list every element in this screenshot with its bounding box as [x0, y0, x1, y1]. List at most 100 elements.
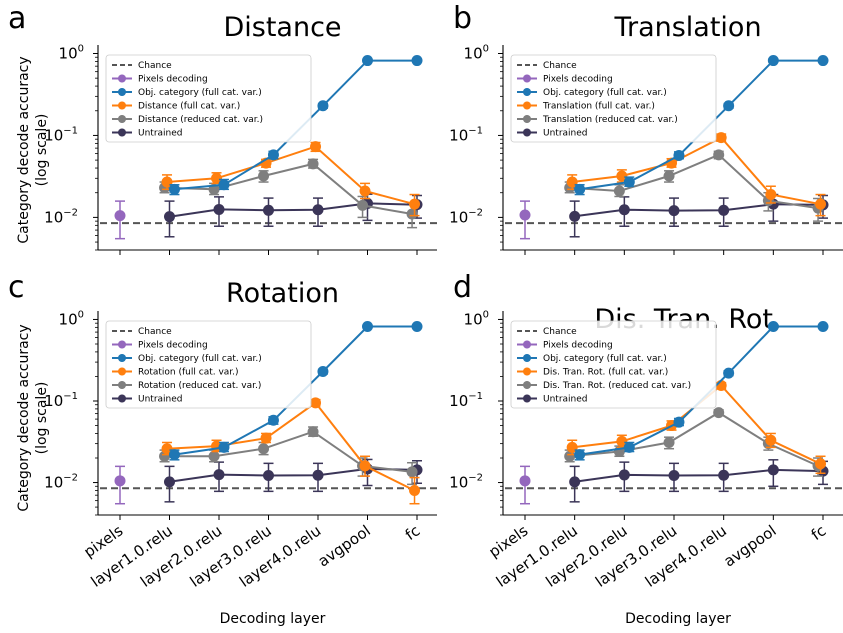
- legend-frame: [105, 320, 312, 409]
- data-point: [357, 199, 369, 211]
- series-line: [164, 162, 413, 215]
- legend: Chance Pixels decoding Obj. category (full…: [105, 54, 312, 143]
- data-point: [218, 441, 230, 453]
- series-untrained: [164, 193, 423, 238]
- data-point: [767, 464, 779, 476]
- x-axis-label: Decoding layer: [625, 611, 731, 627]
- legend-swatch: [523, 354, 531, 362]
- legend-swatch: [118, 354, 126, 362]
- legend-entry: Dis. Tran. Rot. (reduced cat. var.): [543, 381, 691, 391]
- data-point: [723, 367, 735, 379]
- data-point: [213, 203, 225, 215]
- data-point: [623, 441, 635, 453]
- y-axis-label: Category decode accuracy (log scale): [16, 324, 50, 511]
- data-point: [267, 149, 279, 161]
- legend-frame: [510, 320, 717, 409]
- panel-b: b Translation 10−2 10−1 100 Chance Pixels deco…: [449, 1, 843, 255]
- data-point: [673, 149, 685, 161]
- data-point: [263, 470, 274, 482]
- y-tick-label: 10−2: [44, 207, 78, 226]
- series-pixels: [519, 200, 531, 240]
- legend-swatch: [118, 128, 126, 137]
- legend-entry: Chance: [543, 327, 577, 337]
- data-point: [114, 210, 126, 222]
- legend: Chance Pixels decoding Obj. category (full…: [510, 320, 717, 409]
- legend-swatch: [523, 367, 531, 376]
- legend-entry: Pixels decoding: [543, 75, 613, 85]
- legend-swatch: [118, 394, 126, 403]
- data-point: [723, 100, 735, 112]
- y-tick-label: 10−2: [44, 473, 78, 492]
- legend-entry: Obj. category (full cat. var.): [138, 354, 262, 364]
- series-reduced: [159, 158, 418, 229]
- data-point: [519, 209, 531, 221]
- panel-title: Rotation: [226, 278, 339, 309]
- data-point: [411, 320, 423, 332]
- data-point: [411, 55, 423, 67]
- series-line: [169, 467, 418, 483]
- series-line: [572, 136, 821, 206]
- legend-swatch: [523, 394, 531, 403]
- x-tick-label: fc: [808, 522, 829, 545]
- data-point: [362, 55, 373, 67]
- series-untrained: [569, 193, 829, 238]
- legend: Chance Pixels decoding Obj. category (full…: [105, 320, 312, 409]
- data-point: [569, 210, 581, 222]
- data-point: [713, 149, 725, 161]
- y-axis-label-line1: Category decode accuracy: [16, 56, 32, 243]
- data-point: [767, 55, 779, 67]
- legend-entry: Chance: [543, 61, 577, 71]
- series-reduced: [564, 407, 824, 477]
- data-point: [718, 469, 730, 481]
- legend-swatch: [523, 88, 531, 96]
- data-point: [168, 183, 180, 195]
- panel-letter: b: [453, 1, 472, 36]
- panel-title: Translation: [613, 12, 761, 43]
- data-point: [310, 397, 322, 409]
- data-point: [765, 189, 777, 201]
- data-point: [260, 432, 272, 444]
- data-point: [623, 176, 635, 188]
- series-line: [164, 430, 413, 473]
- series-line: [166, 145, 415, 206]
- legend-entry: Translation (full cat. var.): [542, 102, 655, 112]
- legend-entry: Pixels decoding: [138, 75, 208, 85]
- x-axis-label: Decoding layer: [220, 611, 326, 627]
- legend-entry: Obj. category (full cat. var.): [138, 88, 262, 98]
- data-point: [359, 185, 371, 197]
- data-point: [613, 185, 625, 197]
- legend-entry: Distance (full cat. var.): [138, 102, 240, 112]
- legend-entry: Translation (reduced cat. var.): [542, 115, 678, 125]
- y-tick-label: 100: [59, 43, 84, 62]
- series-objcat: [168, 55, 423, 196]
- y-tick-label: 100: [59, 309, 84, 328]
- legend-entry: Untrained: [543, 395, 588, 405]
- data-point: [815, 458, 827, 470]
- y-tick-label: 10−2: [449, 473, 483, 492]
- data-point: [817, 55, 829, 67]
- legend-swatch: [523, 115, 531, 123]
- data-point: [663, 170, 675, 182]
- legend-entry: Rotation (reduced cat. var.): [138, 381, 261, 391]
- legend-swatch: [118, 115, 126, 123]
- data-point: [715, 132, 727, 144]
- data-point: [406, 208, 418, 220]
- data-point: [362, 320, 373, 332]
- data-point: [663, 436, 675, 448]
- data-point: [673, 416, 685, 428]
- data-point: [307, 426, 319, 438]
- y-tick-label: 10−2: [449, 207, 483, 226]
- data-point: [161, 443, 173, 455]
- panel-letter: d: [453, 270, 472, 305]
- data-point: [718, 204, 730, 216]
- series-untrained: [569, 459, 829, 503]
- legend-entry: Chance: [138, 327, 172, 337]
- data-point: [164, 476, 175, 488]
- data-point: [168, 449, 180, 461]
- legend-entry: Untrained: [543, 129, 588, 139]
- y-axis-label-line2: (log scale): [34, 114, 50, 187]
- data-point: [817, 320, 829, 332]
- data-point: [317, 366, 329, 378]
